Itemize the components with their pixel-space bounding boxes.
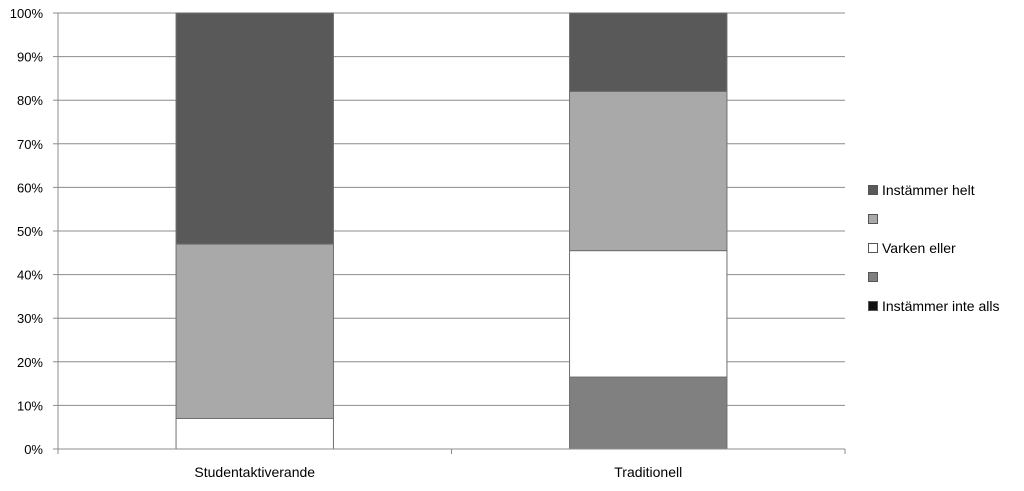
x-tick-label: Traditionell [614,464,682,480]
bar-segment-1-4 [569,12,728,92]
legend-entry: Instämmer helt [868,180,999,199]
legend-swatch [868,213,878,224]
legend-entry: Varken eller [868,238,999,257]
bar-segment-1-3 [569,90,728,252]
y-tick-labels: 0% 10% 20% 30% 40% 50% 60% 70% 80% 90% 100% [10,6,44,457]
bar-segment-1-1 [569,376,728,450]
y-tick-label: 40% [17,268,43,283]
legend-swatch [868,271,878,282]
y-tick-label: 10% [17,398,43,413]
legend-swatch [868,300,878,311]
bars [175,12,728,450]
y-tick-label: 60% [17,180,43,195]
bar-segment-1-2 [569,250,728,378]
legend-entry [868,267,999,286]
x-tick-labels: Studentaktiverande Traditionell [194,464,682,480]
legend-swatch [868,242,878,253]
legend-label: Varken eller [882,239,956,256]
legend-label: Instämmer helt [882,181,975,198]
y-tick-label: 70% [17,137,43,152]
y-tick-label: 100% [10,6,44,21]
legend-swatch [868,184,878,195]
legend-entry: Instämmer inte alls [868,296,999,315]
y-tick-label: 30% [17,311,43,326]
y-tick-label: 80% [17,93,43,108]
legend-entry [868,209,999,228]
bar-segment-0-3 [175,243,334,419]
bar-segment-0-2 [175,417,334,450]
axes [53,12,846,454]
legend-label: Instämmer inte alls [882,297,1000,314]
y-tick-label: 90% [17,50,43,65]
y-tick-label: 50% [17,224,43,239]
y-tick-label: 0% [24,442,43,457]
bar-segment-0-4 [175,12,334,245]
y-tick-label: 20% [17,355,43,370]
x-tick-label: Studentaktiverande [194,464,315,480]
legend: Instämmer helt Varken eller Instämmer inte… [868,180,999,325]
